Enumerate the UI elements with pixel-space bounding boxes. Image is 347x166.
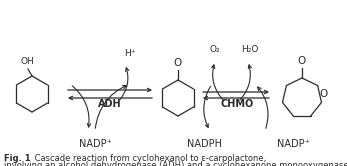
Text: ADH: ADH [98,99,122,109]
Text: O: O [298,56,306,66]
Text: NADP⁺: NADP⁺ [78,139,111,149]
Text: Fig. 1: Fig. 1 [4,154,31,163]
Text: involving an alcohol dehydrogenase (ADH) and a cyclohexanone monooxygenase (CHMO: involving an alcohol dehydrogenase (ADH)… [4,161,347,166]
Text: CHMO: CHMO [220,99,254,109]
Text: H⁺: H⁺ [124,49,136,58]
Text: O: O [174,58,182,68]
Text: NADPH: NADPH [187,139,222,149]
Text: NADP⁺: NADP⁺ [277,139,310,149]
Text: O₂: O₂ [210,45,220,54]
Text: OH: OH [20,57,34,67]
Text: Cascade reaction from cyclohexanol to ε-carpolactone,: Cascade reaction from cyclohexanol to ε-… [32,154,266,163]
Text: O: O [320,89,328,99]
Text: H₂O: H₂O [241,45,259,54]
